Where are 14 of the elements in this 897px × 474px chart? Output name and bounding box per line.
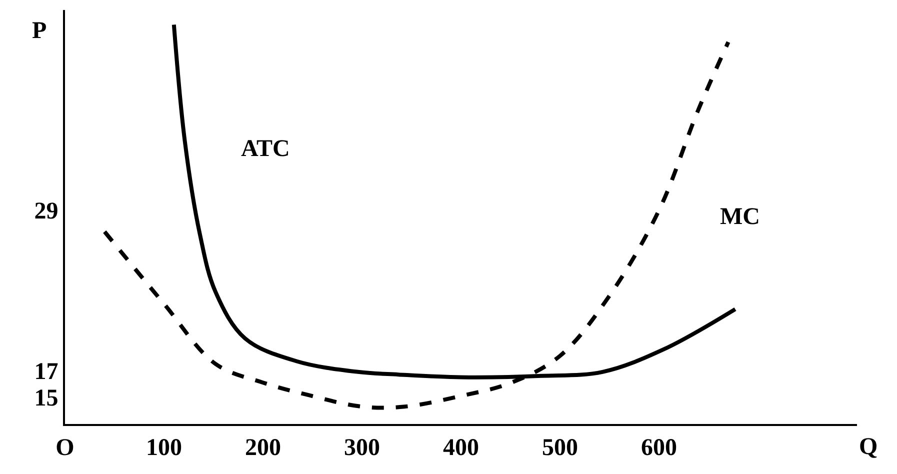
x-tick-label: 100 xyxy=(146,434,182,461)
x-tick-label: 300 xyxy=(344,434,380,461)
y-tick-label: 15 xyxy=(34,386,58,412)
y-tick-label: 29 xyxy=(34,198,58,225)
x-tick-label: 200 xyxy=(245,434,281,461)
y-axis-title: P xyxy=(32,18,47,44)
y-tick-label: 17 xyxy=(34,358,58,385)
text: MC xyxy=(720,204,760,230)
text: ATC xyxy=(241,136,290,162)
x-tick-label: 400 xyxy=(443,434,479,461)
x-tick-label: 500 xyxy=(542,434,578,461)
x-tick-label: O xyxy=(56,434,74,461)
x-axis-title: Q xyxy=(859,434,878,460)
x-tick-label: 600 xyxy=(641,434,677,461)
